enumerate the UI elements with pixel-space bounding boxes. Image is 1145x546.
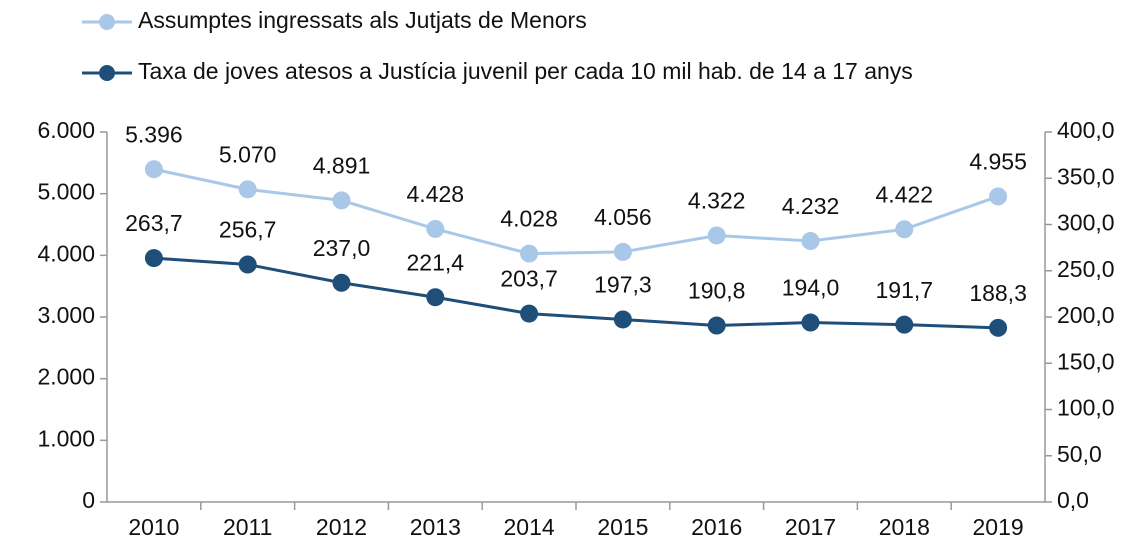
y-tick-label: 6.000 — [37, 117, 95, 143]
y2-tick-label: 150,0 — [1057, 348, 1115, 374]
y-tick-label: 5.000 — [37, 179, 95, 205]
data-point — [426, 219, 445, 238]
data-point — [613, 242, 632, 261]
y2-tick-label: 200,0 — [1057, 302, 1115, 328]
data-label: 203,7 — [500, 266, 558, 292]
data-point — [989, 187, 1008, 206]
y-tick-label: 4.000 — [37, 240, 95, 266]
y2-tick-label: 350,0 — [1057, 163, 1115, 189]
data-label: 256,7 — [219, 217, 277, 243]
legend-label: Taxa de joves atesos a Justícia juvenil … — [138, 58, 913, 84]
data-point — [332, 191, 351, 210]
y2-tick-label: 0,0 — [1057, 487, 1089, 513]
x-tick-label: 2012 — [316, 514, 367, 540]
data-point — [989, 318, 1008, 337]
data-point — [801, 313, 820, 332]
y-tick-label: 0 — [82, 487, 95, 513]
x-tick-label: 2011 — [223, 514, 272, 540]
data-label: 4.955 — [969, 149, 1027, 175]
data-label: 4.232 — [782, 193, 840, 219]
series-line — [153, 256, 999, 330]
y2-tick-label: 300,0 — [1057, 210, 1115, 236]
data-point — [520, 304, 539, 323]
data-point — [144, 160, 163, 179]
data-point — [895, 315, 914, 334]
legend-label: Assumptes ingressats als Jutjats de Meno… — [138, 7, 587, 33]
data-point — [707, 226, 726, 245]
data-point — [707, 316, 726, 335]
data-label: 188,3 — [969, 280, 1027, 306]
legend-marker — [99, 65, 115, 81]
data-point — [238, 255, 257, 274]
data-label: 194,0 — [782, 275, 840, 301]
data-label: 191,7 — [876, 277, 934, 303]
data-label: 263,7 — [125, 210, 183, 236]
y2-tick-label: 400,0 — [1057, 117, 1115, 143]
y-tick-label: 2.000 — [37, 364, 95, 390]
data-point — [426, 288, 445, 307]
data-label: 5.396 — [125, 121, 183, 147]
x-tick-label: 2017 — [785, 514, 836, 540]
y2-tick-label: 50,0 — [1057, 441, 1102, 467]
x-tick-label: 2010 — [128, 514, 179, 540]
legend-marker — [99, 14, 115, 30]
y-tick-label: 1.000 — [37, 425, 95, 451]
data-label: 190,8 — [688, 278, 746, 304]
x-tick-label: 2019 — [973, 514, 1024, 540]
data-label: 4.028 — [500, 206, 558, 232]
y2-tick-label: 100,0 — [1057, 395, 1115, 421]
x-tick-label: 2016 — [691, 514, 742, 540]
data-point — [895, 220, 914, 239]
data-label: 4.422 — [876, 181, 934, 207]
x-tick-label: 2015 — [597, 514, 648, 540]
data-label: 4.891 — [313, 152, 371, 178]
data-point — [801, 232, 820, 251]
x-tick-label: 2013 — [410, 514, 461, 540]
x-tick-label: 2014 — [504, 514, 555, 540]
y-tick-label: 3.000 — [37, 302, 95, 328]
data-label: 221,4 — [407, 249, 465, 275]
data-point — [613, 310, 632, 329]
series-line — [153, 167, 999, 256]
data-point — [238, 180, 257, 199]
data-label: 4.056 — [594, 204, 652, 230]
data-point — [520, 244, 539, 263]
data-point — [332, 273, 351, 292]
data-label: 237,0 — [313, 235, 371, 261]
data-label: 4.322 — [688, 188, 746, 214]
data-point — [144, 249, 163, 268]
y2-tick-label: 250,0 — [1057, 256, 1115, 282]
data-label: 4.428 — [407, 181, 465, 207]
data-label: 5.070 — [219, 141, 277, 167]
x-tick-label: 2018 — [879, 514, 930, 540]
data-label: 197,3 — [594, 272, 652, 298]
